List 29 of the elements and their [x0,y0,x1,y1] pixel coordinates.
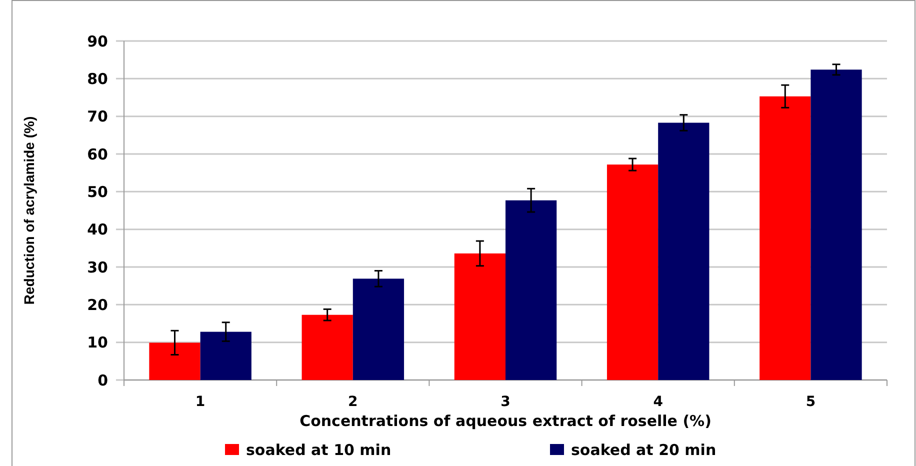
bar [454,253,506,380]
y-tick-label: 70 [87,108,108,126]
y-tick-label: 20 [87,296,108,314]
y-tick-label: 80 [87,70,108,88]
bar [606,164,658,380]
bar [810,70,862,380]
bar [149,342,200,380]
x-tick-label: 1 [195,394,206,410]
x-tick-label: 5 [806,394,816,410]
x-tick-label: 4 [653,394,664,410]
x-tick-label: 2 [348,394,358,410]
bar [200,332,252,380]
y-tick-label: 40 [87,220,108,239]
bar [302,314,353,380]
y-tick-label: 60 [87,145,108,164]
legend-label: soaked at 20 min [571,441,716,459]
y-axis-title: Reduction of acrylamide (%) [21,116,37,305]
bar [658,122,710,380]
bar [506,200,557,380]
bar [352,278,404,380]
x-tick-label: 3 [500,394,510,410]
y-tick-label: 30 [87,258,108,276]
legend-label: soaked at 10 min [246,441,392,459]
bar [760,96,811,380]
y-tick-label: 10 [87,334,108,352]
y-tick-label: 50 [87,182,108,201]
y-tick-label: 90 [87,32,108,50]
x-axis-title: Concentrations of aqueous extract of roselle (%) [300,412,712,430]
y-tick-label: 0 [98,371,108,390]
